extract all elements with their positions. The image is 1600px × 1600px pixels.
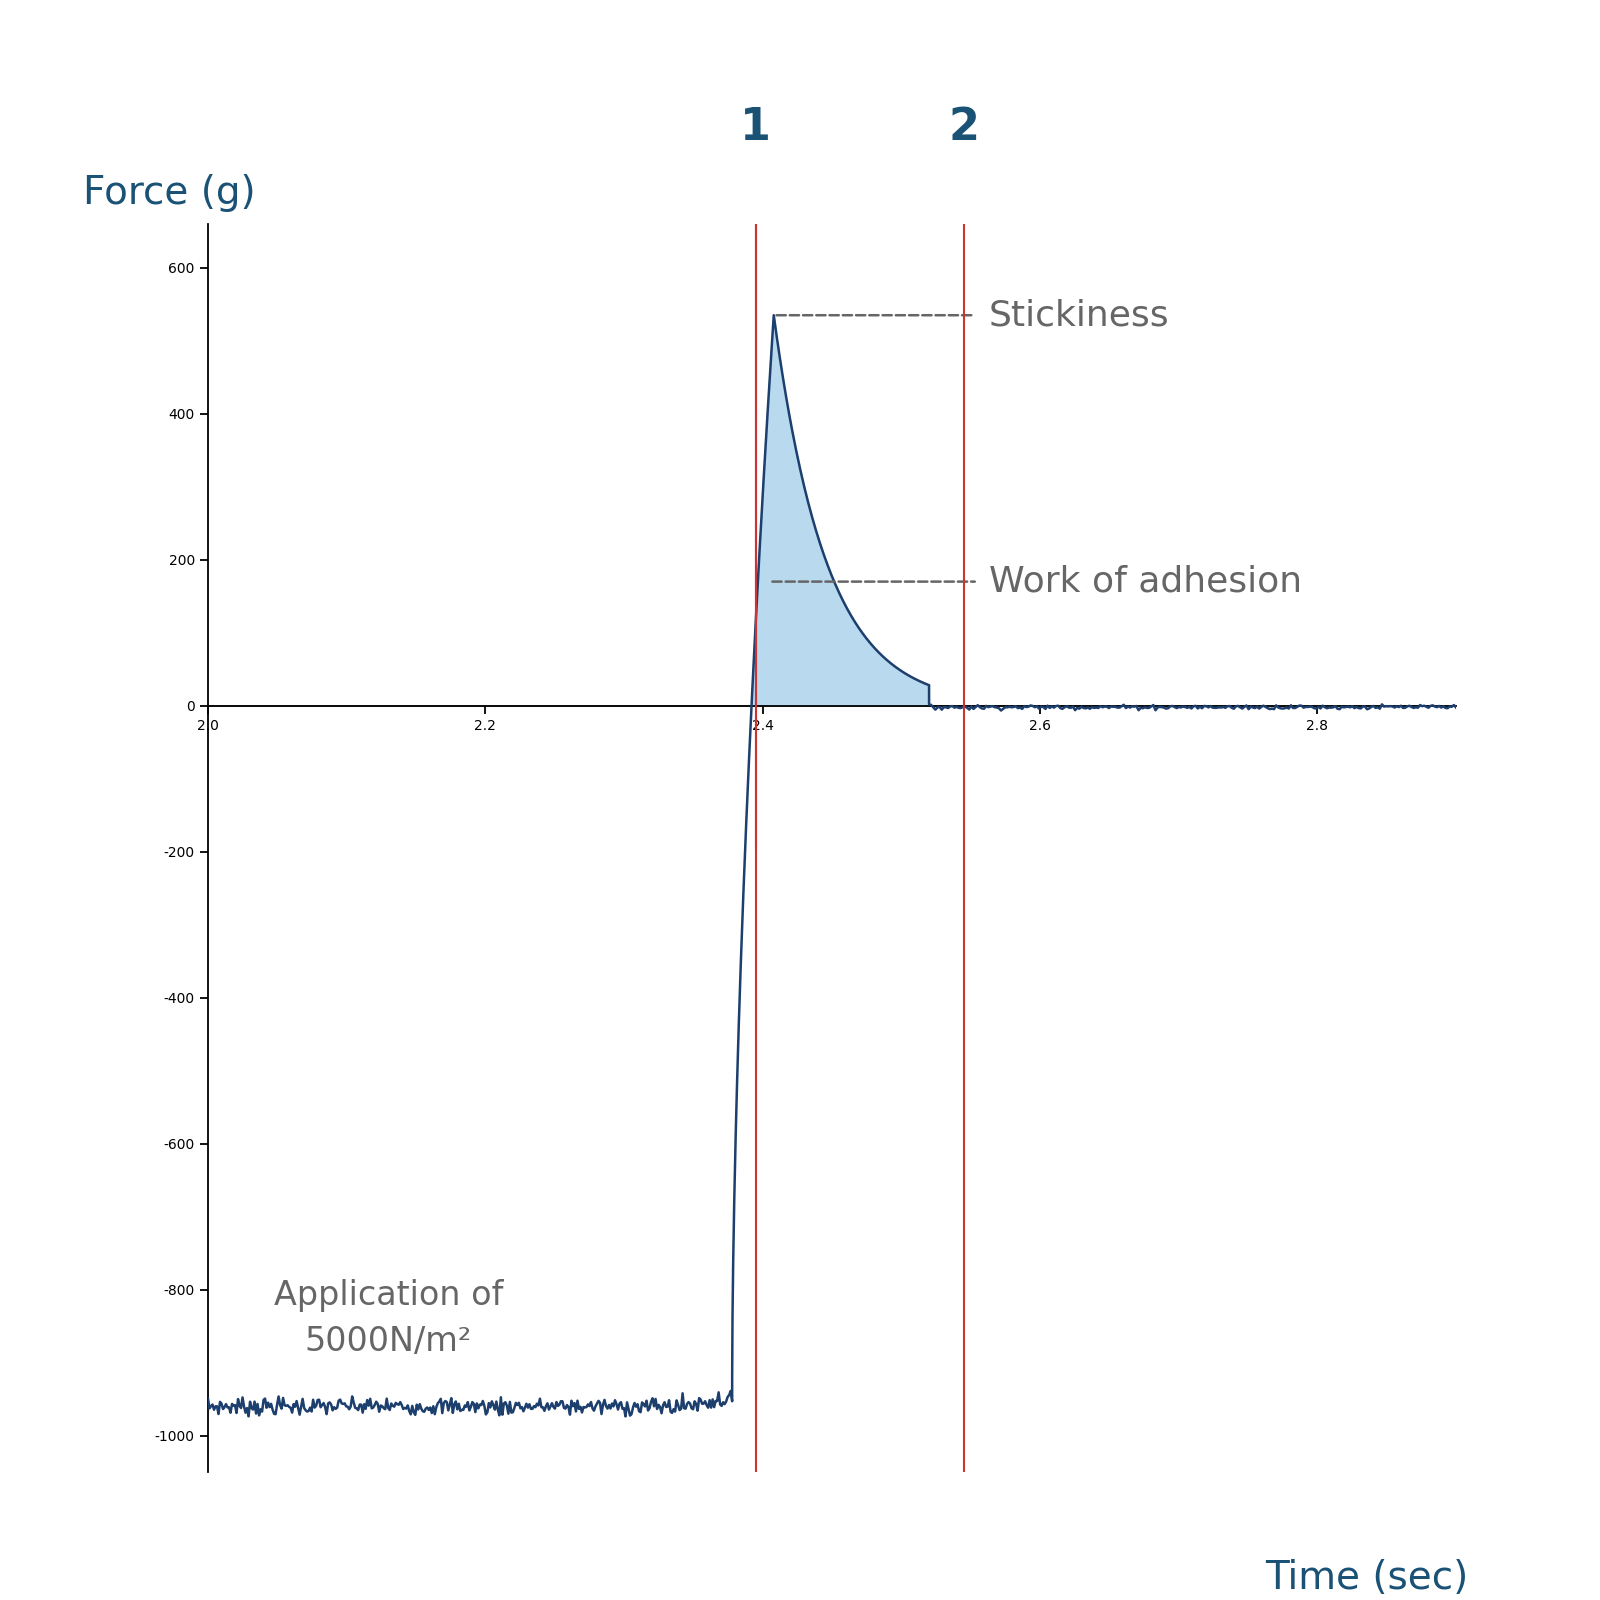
Text: 2: 2 [949, 106, 979, 149]
Text: Time (sec): Time (sec) [1266, 1560, 1469, 1597]
Text: Force (g): Force (g) [83, 173, 256, 211]
Text: Stickiness: Stickiness [989, 298, 1170, 333]
Text: Application of
5000N/m²: Application of 5000N/m² [274, 1280, 502, 1358]
Text: Work of adhesion: Work of adhesion [989, 565, 1302, 598]
Text: 1: 1 [741, 106, 771, 149]
